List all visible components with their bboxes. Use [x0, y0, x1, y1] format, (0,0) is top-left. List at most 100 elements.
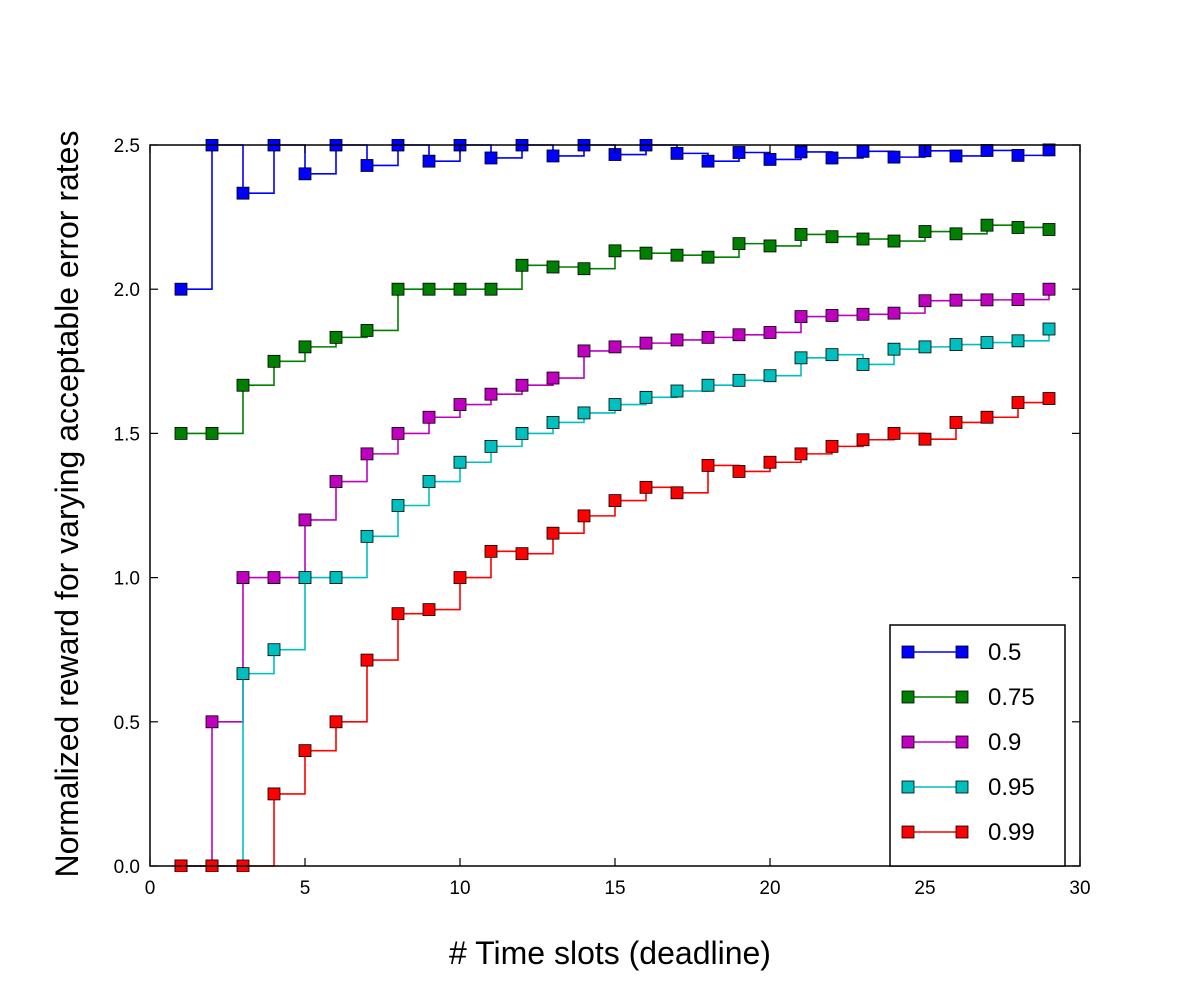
data-point: [949, 416, 963, 429]
data-point: [608, 398, 622, 411]
data-point: [794, 145, 808, 159]
data-point: [329, 571, 343, 584]
data-point: [670, 248, 684, 262]
y-axis-label: Normalized reward for varying acceptable…: [49, 131, 85, 878]
data-point: [391, 607, 405, 621]
data-point: [453, 455, 467, 469]
data-point: [608, 494, 622, 507]
data-point: [484, 387, 498, 401]
series-0.5: [174, 139, 1056, 296]
data-point: [577, 344, 591, 358]
data-point: [794, 447, 808, 461]
data-point: [1011, 221, 1025, 234]
series-0.75: [174, 218, 1056, 440]
data-point: [980, 218, 994, 232]
data-point: [360, 159, 374, 172]
x-tick-label: 10: [449, 878, 470, 899]
data-point: [267, 643, 281, 657]
data-point: [608, 244, 622, 258]
legend-marker: [955, 645, 969, 659]
series-0.9: [174, 282, 1056, 872]
legend-label: 0.95: [988, 774, 1035, 801]
x-tick-label: 20: [759, 878, 780, 899]
data-point: [887, 150, 901, 164]
data-point: [887, 306, 901, 320]
data-point: [298, 167, 312, 181]
data-point: [608, 340, 622, 354]
data-point: [484, 151, 498, 165]
y-tick-label: 0.5: [114, 713, 140, 734]
x-tick-label: 5: [300, 878, 311, 899]
data-point: [577, 509, 591, 523]
y-tick-label: 0.0: [114, 857, 140, 878]
data-point: [329, 475, 343, 488]
data-point: [856, 358, 870, 371]
data-point: [825, 348, 839, 362]
x-tick-label: 15: [604, 878, 625, 899]
legend-marker: [901, 825, 915, 839]
data-point: [887, 426, 901, 440]
x-tick-label: 0: [145, 878, 156, 899]
data-point: [360, 653, 374, 667]
data-point: [236, 667, 250, 681]
data-point: [205, 715, 219, 729]
legend-marker: [955, 780, 969, 794]
legend-marker: [901, 645, 915, 659]
legend-label: 0.75: [988, 684, 1035, 711]
data-point: [236, 378, 250, 392]
y-tick-label: 1.0: [114, 569, 140, 590]
data-point: [515, 258, 529, 272]
legend-entry: 0.95: [901, 774, 1035, 801]
legend-label: 0.5: [988, 639, 1021, 666]
data-point: [763, 239, 777, 253]
data-point: [825, 230, 839, 244]
data-point: [546, 526, 560, 540]
data-point: [763, 153, 777, 166]
data-point: [1011, 148, 1025, 162]
data-point: [980, 293, 994, 307]
data-point: [546, 371, 560, 385]
legend-entry: 0.99: [901, 819, 1035, 846]
data-point: [484, 544, 498, 558]
data-point: [701, 378, 715, 392]
data-point: [298, 744, 312, 758]
data-point: [205, 426, 219, 440]
y-tick-label: 1.5: [114, 424, 140, 445]
data-point: [825, 151, 839, 165]
data-point: [763, 369, 777, 383]
data-point: [732, 328, 746, 342]
data-point: [1042, 392, 1056, 405]
legend-marker: [901, 690, 915, 704]
legend-marker: [901, 780, 915, 794]
data-point: [391, 282, 405, 296]
data-point: [794, 310, 808, 323]
legend-entry: 0.9: [901, 729, 1021, 756]
data-point: [453, 398, 467, 411]
data-point: [763, 326, 777, 339]
data-point: [856, 433, 870, 447]
data-point: [1042, 282, 1056, 296]
data-point: [639, 246, 653, 260]
data-point: [267, 571, 281, 584]
data-point: [298, 571, 312, 584]
data-point: [794, 228, 808, 241]
data-point: [732, 373, 746, 387]
data-point: [1042, 223, 1056, 236]
data-point: [825, 439, 839, 453]
data-point: [856, 144, 870, 158]
data-point: [360, 529, 374, 543]
x-tick-label: 25: [914, 878, 935, 899]
data-point: [980, 410, 994, 424]
data-point: [918, 340, 932, 354]
data-point: [1011, 293, 1025, 306]
legend-label: 0.9: [988, 729, 1021, 756]
data-point: [515, 547, 529, 561]
data-point: [732, 146, 746, 159]
data-point: [794, 351, 808, 365]
data-point: [639, 480, 653, 494]
data-point: [980, 336, 994, 349]
legend-box: [889, 624, 1066, 867]
x-axis-label: # Time slots (deadline): [449, 935, 771, 971]
